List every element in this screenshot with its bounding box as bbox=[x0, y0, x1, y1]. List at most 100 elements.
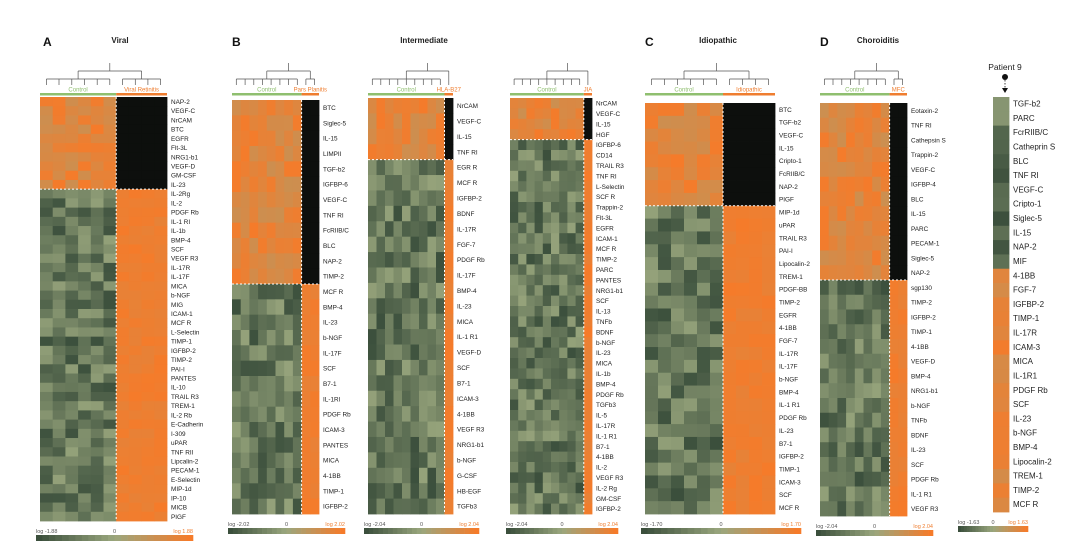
heatmap-cell bbox=[128, 391, 142, 402]
row-label: ICAM-3 bbox=[323, 427, 345, 434]
heatmap-cell bbox=[240, 115, 250, 132]
heatmap-cell bbox=[551, 285, 560, 296]
heatmap-cell bbox=[128, 493, 142, 503]
heatmap-cell bbox=[128, 170, 142, 181]
case-group-label: HLA-B27 bbox=[437, 88, 462, 94]
heatmap-cell bbox=[402, 252, 411, 268]
heatmap-cell bbox=[266, 498, 276, 515]
heatmap-cell bbox=[410, 344, 420, 361]
heatmap-cell bbox=[736, 449, 750, 464]
heatmap-cell bbox=[697, 269, 711, 284]
heatmap-cell bbox=[749, 192, 763, 207]
heatmap-cell bbox=[518, 160, 527, 172]
heatmap-cell bbox=[542, 420, 552, 432]
heatmap-cell bbox=[301, 406, 311, 423]
heatmap-cell bbox=[65, 216, 79, 227]
heatmap-cell bbox=[583, 181, 593, 192]
heatmap-cell bbox=[567, 212, 576, 224]
heatmap-cell bbox=[542, 202, 552, 213]
scale-swatch bbox=[510, 528, 516, 534]
control-group-label: Control bbox=[537, 88, 556, 94]
heatmap-cell bbox=[78, 364, 92, 374]
heatmap-cell bbox=[898, 206, 908, 222]
heatmap-cell bbox=[872, 412, 882, 428]
scale-swatch bbox=[958, 526, 962, 532]
heatmap-cell bbox=[671, 205, 685, 219]
heatmap-cell bbox=[510, 410, 519, 421]
heatmap-cell bbox=[103, 97, 117, 107]
heatmap-cell bbox=[583, 285, 593, 296]
heatmap-cell bbox=[645, 449, 659, 464]
row-label: NRG1-b1 bbox=[911, 388, 938, 395]
heatmap-cell bbox=[697, 436, 711, 451]
heatmap-cell bbox=[266, 253, 276, 270]
heatmap-cell bbox=[762, 218, 776, 232]
row-label: IL-15 bbox=[779, 145, 794, 152]
heatmap-cell bbox=[376, 390, 386, 407]
heatmap-cell bbox=[116, 493, 130, 503]
scale-mid-label: 0 bbox=[420, 522, 423, 528]
heatmap-cell bbox=[723, 103, 737, 117]
heatmap-cell bbox=[993, 311, 1010, 327]
heatmap-cell bbox=[258, 146, 268, 162]
heatmap-cell bbox=[551, 358, 560, 369]
heatmap-cell bbox=[684, 295, 698, 309]
heatmap-cell bbox=[510, 399, 519, 411]
heatmap-cell bbox=[542, 139, 552, 151]
scale-swatch bbox=[407, 528, 413, 534]
heatmap-cell bbox=[376, 421, 386, 438]
heatmap-cell bbox=[258, 192, 268, 208]
heatmap-cell bbox=[583, 337, 593, 348]
heatmap-cell bbox=[78, 419, 92, 430]
heatmap-cell bbox=[128, 244, 142, 255]
heatmap-cell bbox=[116, 97, 130, 107]
row-label: IL-23 bbox=[911, 447, 926, 454]
heatmap-cell bbox=[723, 347, 737, 361]
scale-swatch bbox=[36, 535, 43, 541]
heatmap-cell bbox=[103, 364, 117, 374]
heatmap-cell bbox=[749, 180, 763, 194]
heatmap-cell bbox=[854, 250, 864, 266]
heatmap-cell bbox=[78, 355, 92, 365]
heatmap-cell bbox=[141, 382, 155, 393]
heatmap-cell bbox=[846, 486, 856, 502]
heatmap-cell bbox=[749, 308, 763, 322]
heatmap-cell bbox=[52, 106, 66, 116]
heatmap-cell bbox=[368, 144, 377, 161]
scale-swatch bbox=[94, 535, 102, 541]
heatmap-cell bbox=[385, 406, 394, 422]
heatmap-cell bbox=[518, 316, 527, 328]
heatmap-cell bbox=[542, 451, 552, 463]
heatmap-cell bbox=[559, 170, 568, 182]
scale-swatch bbox=[459, 528, 465, 534]
control-group-label: Control bbox=[68, 88, 87, 94]
scale-swatch bbox=[816, 530, 822, 536]
heatmap-cell bbox=[837, 294, 847, 310]
heatmap-cell bbox=[583, 233, 593, 244]
heatmap-cell bbox=[723, 436, 737, 451]
heatmap-cell bbox=[749, 141, 763, 155]
heatmap-cell bbox=[736, 488, 750, 502]
control-group-bar bbox=[368, 93, 445, 96]
heatmap-cell bbox=[368, 298, 377, 315]
heatmap-cell bbox=[534, 389, 544, 400]
heatmap-cell bbox=[385, 175, 394, 191]
row-label: NAP-2 bbox=[779, 184, 798, 191]
heatmap-cell bbox=[154, 410, 168, 421]
heatmap-cell bbox=[863, 442, 873, 458]
heatmap-cell bbox=[749, 295, 763, 309]
heatmap-cell bbox=[284, 130, 294, 147]
heatmap-cell bbox=[583, 306, 593, 317]
row-label: SCF bbox=[911, 462, 924, 469]
heatmap-cell bbox=[376, 359, 386, 376]
heatmap-cell bbox=[368, 221, 377, 238]
heatmap-cell bbox=[684, 488, 698, 502]
row-label: Cripto-1 bbox=[1013, 200, 1042, 209]
heatmap-cell bbox=[436, 282, 445, 299]
heatmap-cell bbox=[275, 360, 285, 377]
heatmap-cell bbox=[275, 330, 285, 346]
heatmap-cell bbox=[116, 281, 130, 291]
scale-swatch bbox=[599, 528, 605, 534]
heatmap-cell bbox=[116, 355, 130, 365]
heatmap-cell bbox=[828, 132, 838, 148]
